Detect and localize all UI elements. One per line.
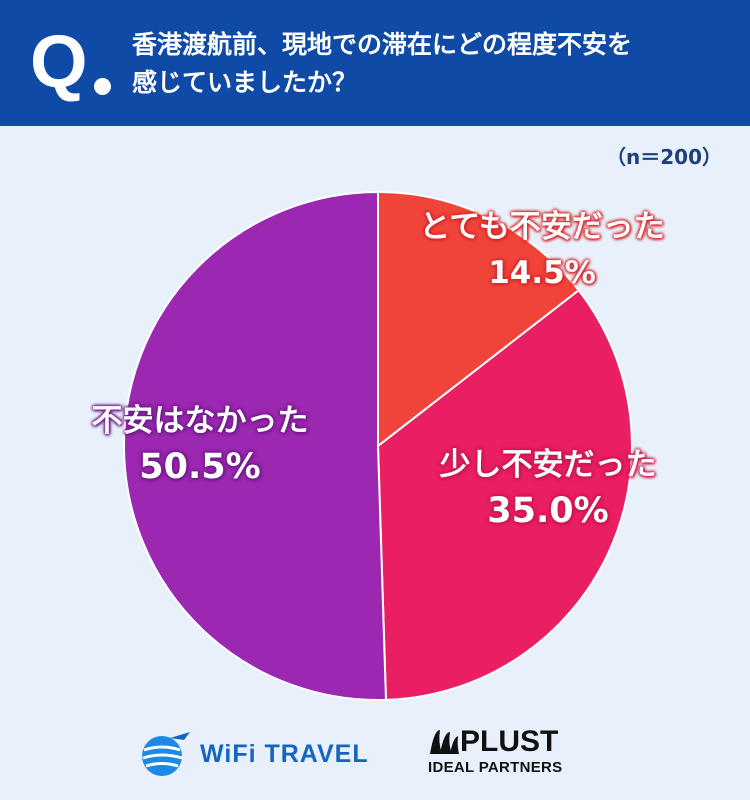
label-very-anxious: とても不安だった 14.5%	[382, 204, 702, 296]
label-not-anxious: 不安はなかった 50.5%	[40, 398, 360, 490]
label-not-anxious-name: 不安はなかった	[91, 403, 309, 439]
label-very-anxious-name: とても不安だった	[419, 209, 665, 245]
question-line-1: 香港渡航前、現地での滞在にどの程度不安を	[132, 30, 633, 59]
question-header: Q 香港渡航前、現地での滞在にどの程度不安を 感じていましたか？	[0, 0, 750, 126]
wifi-travel-text: WiFi TRAVEL	[200, 740, 369, 768]
label-slightly-anxious-value: 35.0%	[487, 491, 609, 531]
question-text: 香港渡航前、現地での滞在にどの程度不安を 感じていましたか？	[132, 26, 732, 102]
label-not-anxious-value: 50.5%	[139, 447, 261, 487]
slice-slightly-anxious	[376, 288, 633, 701]
slice-very-anxious	[377, 190, 581, 449]
plust-wave-icon	[430, 730, 459, 754]
plust-sub: IDEAL PARTNERS	[428, 759, 563, 776]
q-mark: Q	[30, 20, 88, 103]
globe-plane-icon	[142, 732, 190, 776]
label-slightly-anxious-name: 少し不安だった	[439, 447, 657, 483]
label-slightly-anxious: 少し不安だった 35.0%	[398, 442, 698, 534]
sample-size: （n＝200）	[606, 145, 722, 169]
plust-name: PLUST	[460, 725, 559, 758]
question-line-2: 感じていましたか？	[132, 68, 358, 97]
slice-not-anxious	[123, 190, 388, 701]
label-very-anxious-value: 14.5%	[488, 255, 596, 291]
q-dot-icon	[94, 78, 111, 95]
